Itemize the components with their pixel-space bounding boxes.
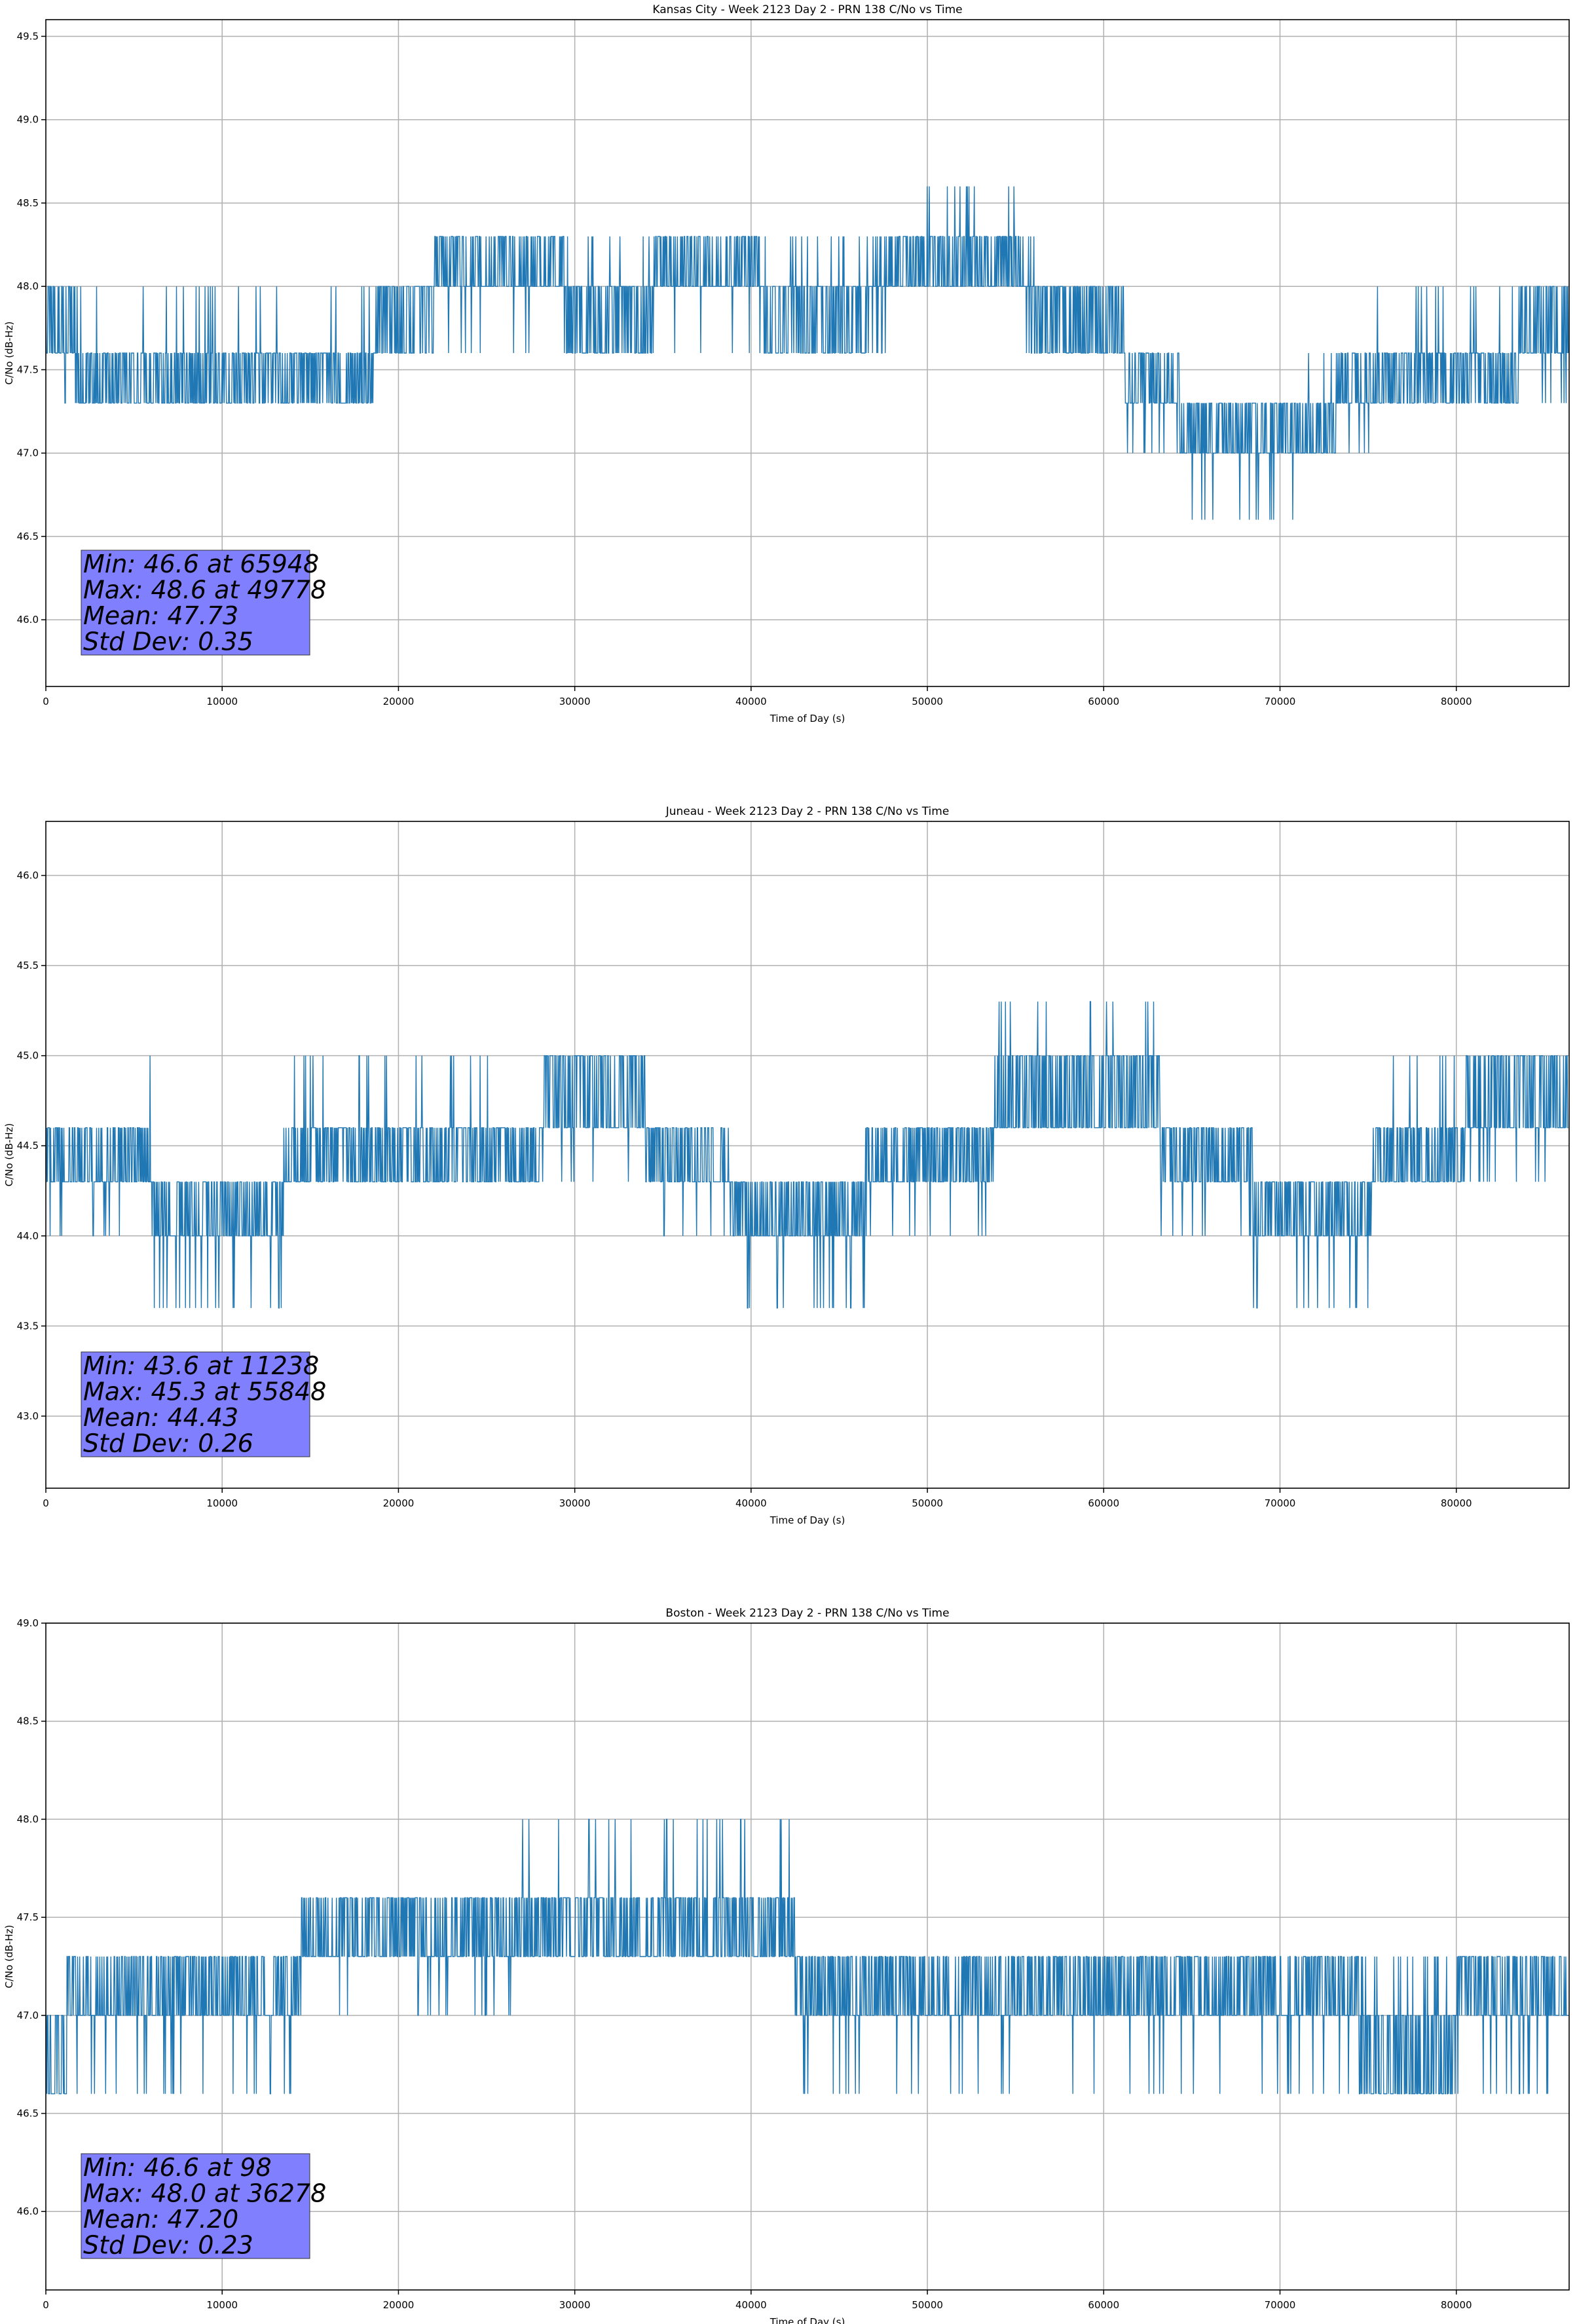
y-tick-label: 45.5 (17, 960, 39, 971)
x-tick-label: 80000 (1441, 1497, 1472, 1509)
y-axis-label: C/No (dB-Hz) (3, 1123, 15, 1187)
x-tick-label: 70000 (1265, 2299, 1296, 2311)
x-tick-label: 70000 (1265, 1497, 1296, 1509)
x-tick-label: 40000 (735, 1497, 767, 1509)
stats-box (81, 1351, 310, 1457)
x-tick-label: 0 (43, 1497, 49, 1509)
x-tick-label: 10000 (206, 696, 238, 707)
y-tick-label: 43.0 (17, 1410, 39, 1422)
y-tick-label: 44.5 (17, 1140, 39, 1152)
y-tick-label: 48.0 (17, 1813, 39, 1825)
y-tick-label: 48.5 (17, 197, 39, 209)
x-tick-label: 30000 (559, 2299, 591, 2311)
y-tick-label: 46.5 (17, 2108, 39, 2120)
y-tick-label: 47.5 (17, 1911, 39, 1923)
stats-std-dev: Std Dev: 0.35 (83, 628, 253, 656)
x-tick-label: 80000 (1441, 2299, 1472, 2311)
x-tick-label: 60000 (1088, 2299, 1119, 2311)
y-tick-label: 49.5 (17, 30, 39, 42)
subplot-3: 0 10000 20000 30000 40000 50000 60000 70000 8000… (3, 1607, 1570, 2324)
stats-mean: Mean: 47.20 (83, 2205, 238, 2234)
y-tick-label: 49.0 (17, 114, 39, 126)
plot-frame (45, 1622, 1570, 2291)
x-tick-label: 40000 (735, 696, 767, 707)
y-tick-label: 47.0 (17, 447, 39, 459)
chart-title: Boston - Week 2123 Day 2 - PRN 138 C/No … (665, 1607, 949, 1620)
subplot-2: 0 10000 20000 30000 40000 50000 60000 70000 8000… (3, 805, 1570, 1526)
x-tick-label: 0 (43, 2299, 49, 2311)
stats-max: Max: 48.6 at 49778 (83, 576, 326, 605)
x-tick-label: 20000 (383, 696, 415, 707)
stats-min: Min: 46.6 at 65948 (83, 550, 319, 578)
x-tick-label: 20000 (383, 1497, 415, 1509)
stats-min: Min: 46.6 at 98 (83, 2153, 272, 2182)
y-tick-label: 46.0 (17, 2205, 39, 2217)
x-tick-label: 80000 (1441, 696, 1472, 707)
subplot-1: 0 10000 20000 30000 40000 50000 60000 70000 8000… (3, 3, 1570, 724)
stats-std-dev: Std Dev: 0.23 (83, 2231, 253, 2260)
x-tick-label: 30000 (559, 696, 591, 707)
x-tick-label: 20000 (383, 2299, 415, 2311)
cno-series-line (46, 1001, 1568, 1309)
y-axis-label: C/No (dB-Hz) (3, 1925, 15, 1989)
chart-title: Kansas City - Week 2123 Day 2 - PRN 138 … (652, 3, 962, 16)
stats-box (81, 2153, 310, 2259)
y-tick-label: 47.0 (17, 2010, 39, 2021)
cno-series-line (46, 1818, 1568, 2095)
y-axis-label: C/No (dB-Hz) (3, 322, 15, 385)
y-tick-label: 49.0 (17, 1617, 39, 1629)
x-axis-label: Time of Day (s) (770, 713, 845, 724)
chart-title: Juneau - Week 2123 Day 2 - PRN 138 C/No … (665, 805, 950, 818)
plot-frame (45, 821, 1570, 1489)
x-tick-label: 50000 (912, 1497, 943, 1509)
y-tick-label: 43.5 (17, 1320, 39, 1332)
stats-min: Min: 43.6 at 11238 (83, 1351, 319, 1380)
stats-mean: Mean: 47.73 (83, 601, 238, 630)
x-tick-label: 60000 (1088, 696, 1119, 707)
x-tick-label: 70000 (1265, 696, 1296, 707)
x-tick-label: 50000 (912, 2299, 943, 2311)
y-tick-label: 46.0 (17, 614, 39, 626)
y-tick-label: 48.0 (17, 280, 39, 292)
stats-max: Max: 45.3 at 55848 (83, 1378, 326, 1406)
x-axis-label: Time of Day (s) (770, 2316, 845, 2324)
y-tick-label: 48.5 (17, 1715, 39, 1727)
stats-box (81, 550, 310, 656)
plot-frame (45, 19, 1570, 687)
y-tick-label: 46.0 (17, 870, 39, 882)
cno-series-line (46, 186, 1569, 520)
stats-std-dev: Std Dev: 0.26 (83, 1429, 253, 1458)
y-tick-label: 44.0 (17, 1230, 39, 1242)
x-tick-label: 60000 (1088, 1497, 1119, 1509)
x-tick-label: 40000 (735, 2299, 767, 2311)
stats-mean: Mean: 44.43 (83, 1403, 238, 1432)
x-tick-label: 10000 (206, 2299, 238, 2311)
x-tick-label: 10000 (206, 1497, 238, 1509)
stats-max: Max: 48.0 at 36278 (83, 2179, 326, 2208)
x-tick-label: 50000 (912, 696, 943, 707)
x-tick-label: 0 (43, 696, 49, 707)
y-tick-label: 46.5 (17, 531, 39, 542)
x-axis-label: Time of Day (s) (770, 1514, 845, 1526)
y-tick-label: 45.0 (17, 1050, 39, 1062)
x-tick-label: 30000 (559, 1497, 591, 1509)
y-tick-label: 47.5 (17, 364, 39, 375)
